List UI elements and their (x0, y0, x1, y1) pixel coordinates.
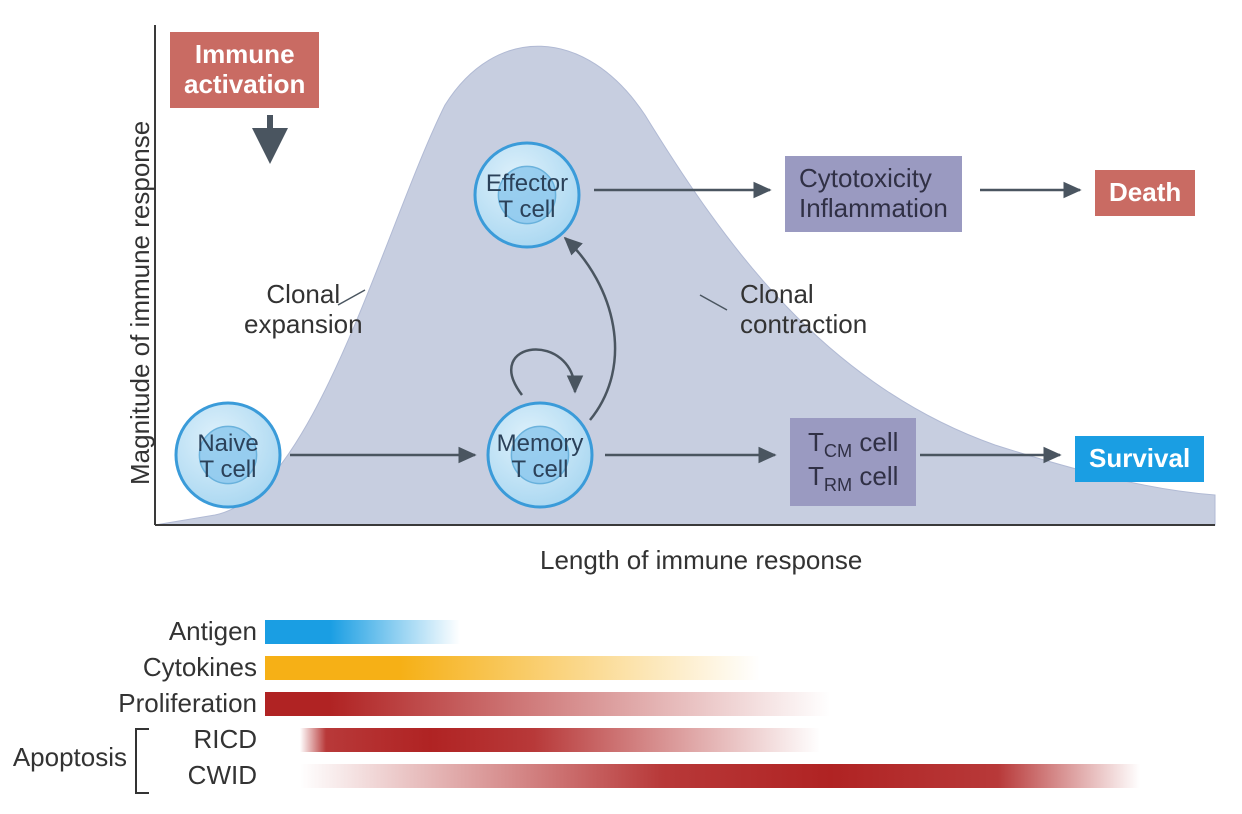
immune-activation-box: Immune activation (170, 32, 319, 108)
timeline-label-cwid: CWID (188, 760, 257, 791)
immune-activation-line1: Immune (195, 39, 295, 69)
timeline-label-antigen: Antigen (169, 616, 257, 647)
memory-cell: MemoryT cell (488, 403, 592, 507)
apoptosis-label: Apoptosis (13, 742, 127, 773)
trm-sub: RM (824, 475, 852, 495)
naive-cell-line1: Naive (197, 430, 258, 457)
naive-cell-line2: T cell (200, 456, 257, 483)
death-label: Death (1109, 177, 1181, 207)
memory-cell-line2: T cell (512, 456, 569, 483)
x-axis-label: Length of immune response (540, 545, 862, 576)
timeline-label-cytokines: Cytokines (143, 652, 257, 683)
cytotoxicity-box: Cytotoxicity Inflammation (785, 156, 962, 232)
cytotoxicity-line2: Inflammation (799, 193, 948, 223)
tcm-sub: CM (824, 441, 852, 461)
clonal-contraction-line1: Clonal (740, 279, 814, 309)
timeline-label-proliferation: Proliferation (118, 688, 257, 719)
survival-label: Survival (1089, 443, 1190, 473)
tcm-trm-box: TCM cell TRM cell (790, 418, 916, 506)
figure-root: NaiveT cellEffectorT cellMemoryT cell Ma… (0, 0, 1242, 814)
trm-line: TRM cell (808, 461, 898, 491)
death-box: Death (1095, 170, 1195, 216)
apoptosis-bracket (135, 728, 149, 794)
clonal-contraction-label: Clonal contraction (740, 280, 867, 340)
cytotoxicity-line1: Cytotoxicity (799, 163, 932, 193)
tcm-t: T (808, 427, 824, 457)
survival-box: Survival (1075, 436, 1204, 482)
timeline-label-ricd: RICD (193, 724, 257, 755)
timeline-bar-proliferation (265, 692, 830, 716)
trm-cell: cell (852, 461, 898, 491)
naive-cell: NaiveT cell (176, 403, 280, 507)
trm-t: T (808, 461, 824, 491)
immune-activation-line2: activation (184, 69, 305, 99)
memory-cell-line1: Memory (497, 430, 584, 457)
timeline-bar-ricd (300, 728, 820, 752)
effector-cell-line1: Effector (486, 170, 568, 197)
timeline-bar-antigen (265, 620, 460, 644)
timeline-bar-cwid (300, 764, 1140, 788)
tcm-cell: cell (852, 427, 898, 457)
y-axis-label: Magnitude of immune response (125, 121, 156, 485)
effector-cell-line2: T cell (499, 196, 556, 223)
effector-cell: EffectorT cell (475, 143, 579, 247)
clonal-contraction-line2: contraction (740, 309, 867, 339)
tcm-line: TCM cell (808, 427, 898, 457)
timeline-bar-cytokines (265, 656, 760, 680)
clonal-expansion-line2: expansion (244, 309, 363, 339)
clonal-expansion-label: Clonal expansion (244, 280, 363, 340)
clonal-expansion-line1: Clonal (266, 279, 340, 309)
